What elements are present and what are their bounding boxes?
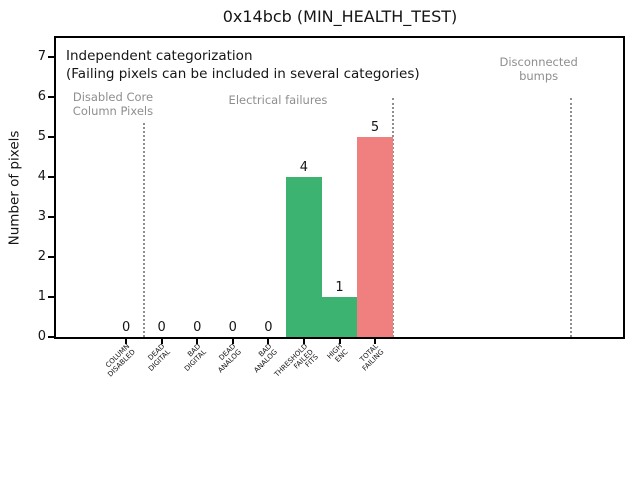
x-tick-label: COLUMN DISABLED [103, 342, 137, 379]
bar-value-label: 0 [264, 320, 273, 335]
x-tick-label: DEAD DIGITAL [146, 342, 172, 373]
x-tick-mark [267, 339, 270, 344]
top-spine [54, 36, 625, 38]
x-tick-mark [374, 339, 377, 344]
bar-value-label: 5 [370, 120, 380, 135]
y-tick-label: 6 [37, 89, 46, 104]
y-tick-mark [48, 336, 54, 338]
x-tick-label: THRESHOLD FAILED FITS [272, 342, 320, 379]
section-separator-line [142, 123, 145, 337]
left-spine [54, 36, 56, 339]
y-tick-mark [48, 96, 54, 98]
section-label: Electrical failures [228, 93, 328, 107]
bar-value-label: 0 [193, 320, 202, 335]
x-tick-mark [231, 339, 234, 344]
x-tick-label: HIGH ENC [326, 342, 350, 364]
section-label: Disabled Core Column Pixels [72, 90, 154, 118]
y-tick-mark [48, 216, 54, 218]
section-label: Disconnected bumps [499, 55, 578, 83]
annotation-note-line2: (Failing pixels can be included in sever… [66, 66, 420, 82]
bar [357, 137, 393, 337]
x-tick-label: TOTAL FAILING [358, 342, 386, 373]
bar-value-label: 0 [228, 320, 237, 335]
y-tick-label: 7 [37, 49, 46, 64]
x-tick-mark [302, 339, 305, 344]
bar-value-label: 4 [299, 160, 309, 175]
section-separator-line [391, 98, 394, 337]
chart-title: 0x14bcb (MIN_HEALTH_TEST) [222, 7, 458, 26]
x-tick-label: DEAD ANALOG [216, 342, 244, 375]
bar-value-label: 0 [157, 320, 166, 335]
y-axis-label: Number of pixels [6, 130, 22, 245]
section-separator-line [569, 98, 572, 337]
bar-value-label: 1 [335, 280, 344, 295]
y-tick-mark [48, 176, 54, 178]
bar [321, 297, 358, 337]
y-tick-label: 5 [37, 129, 46, 144]
x-tick-mark [196, 339, 199, 344]
y-tick-label: 1 [37, 289, 46, 304]
y-tick-label: 0 [37, 329, 46, 344]
x-tick-mark [125, 339, 128, 344]
y-tick-mark [48, 256, 54, 258]
right-spine [623, 36, 625, 339]
bar [286, 177, 322, 337]
bottom-spine [54, 337, 625, 339]
y-tick-mark [48, 296, 54, 298]
y-tick-label: 2 [37, 249, 46, 264]
y-tick-label: 4 [37, 169, 46, 184]
annotation-note-line1: Independent categorization [66, 48, 253, 64]
x-tick-mark [160, 339, 163, 344]
x-tick-label: BAD DIGITAL [182, 342, 208, 373]
x-tick-mark [338, 339, 341, 344]
y-tick-mark [48, 136, 54, 138]
y-tick-label: 3 [37, 209, 46, 224]
y-tick-mark [48, 56, 54, 58]
bar-value-label: 0 [121, 320, 131, 335]
